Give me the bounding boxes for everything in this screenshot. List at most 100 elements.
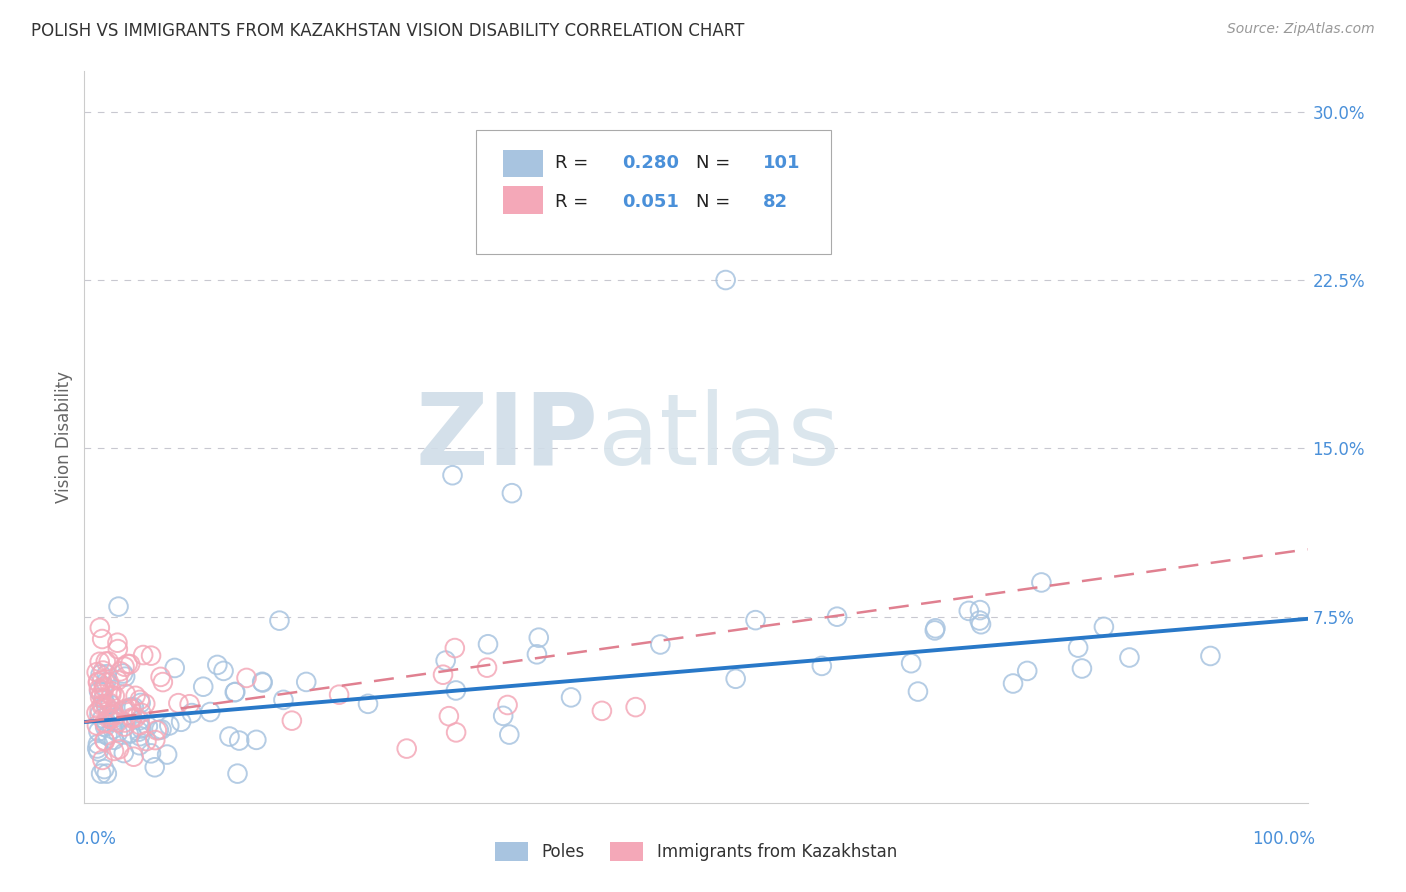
Point [135,734,157,748]
Point [129,718,152,732]
Point [94,698,117,712]
Point [86,718,108,732]
Point [86,706,108,720]
Point [120,701,142,715]
Point [129,696,152,710]
Point [90,698,112,713]
Point [125,710,148,724]
Legend: Poles, Immigrants from Kazakhstan: Poles, Immigrants from Kazakhstan [488,835,904,868]
Point [94,714,117,729]
Point [86,665,108,680]
Point [112,746,135,760]
Point [443,641,465,656]
Point [89,621,111,635]
Point [91,632,114,646]
Point [103,705,125,719]
Point [1092,620,1115,634]
Point [93,681,115,695]
Point [124,689,146,703]
Point [103,705,125,719]
Point [170,714,193,729]
Point [825,609,848,624]
Point [121,701,143,715]
Point [643,138,665,153]
Point [118,727,141,741]
Point [100,684,122,698]
Text: Source: ZipAtlas.com: Source: ZipAtlas.com [1227,22,1375,37]
Point [150,723,173,737]
Point [811,659,834,673]
Point [120,700,142,714]
Text: atlas: atlas [598,389,839,485]
Point [969,614,991,628]
Point [114,720,136,734]
Point [250,674,273,689]
Text: 0.280: 0.280 [623,153,679,172]
Point [228,733,250,747]
Point [103,732,125,747]
Point [218,730,240,744]
Text: ZIP: ZIP [415,389,598,485]
Point [93,762,115,776]
Point [245,732,267,747]
Point [114,687,136,701]
Point [1071,661,1094,675]
Point [107,599,129,614]
Point [395,741,418,756]
Point [1118,650,1140,665]
Point [122,749,145,764]
Text: 0.051: 0.051 [623,193,679,211]
Point [498,728,520,742]
Point [94,720,117,734]
Point [96,667,118,681]
Point [94,655,117,669]
Point [97,728,120,742]
Point [100,712,122,726]
Point [94,716,117,731]
Point [163,661,186,675]
Point [477,637,499,651]
Text: R =: R = [555,153,595,172]
Point [97,712,120,726]
Point [110,665,132,679]
Point [117,657,139,671]
Point [281,714,304,728]
Point [91,711,114,725]
Point [492,709,515,723]
FancyBboxPatch shape [475,130,831,254]
Point [96,699,118,714]
Point [107,725,129,739]
Point [134,697,156,711]
Point [444,725,467,739]
Point [1067,640,1090,655]
Point [560,690,582,705]
Point [180,706,202,720]
Point [437,709,460,723]
Point [87,681,110,696]
Point [96,766,118,780]
Y-axis label: Vision Disability: Vision Disability [55,371,73,503]
Point [496,698,519,712]
Point [167,696,190,710]
Point [114,701,136,715]
Point [295,674,318,689]
Point [224,685,246,699]
Point [650,638,672,652]
Point [100,698,122,712]
Point [357,697,380,711]
Text: N =: N = [696,193,735,211]
Point [104,689,127,703]
Point [970,617,993,632]
Text: 100.0%: 100.0% [1253,830,1316,847]
Point [93,691,115,706]
Point [128,738,150,752]
Point [114,670,136,684]
Point [103,714,125,728]
Point [143,733,166,747]
Point [128,724,150,739]
Point [107,715,129,730]
Point [212,664,235,678]
Point [714,273,737,287]
Point [93,683,115,698]
Point [89,655,111,669]
